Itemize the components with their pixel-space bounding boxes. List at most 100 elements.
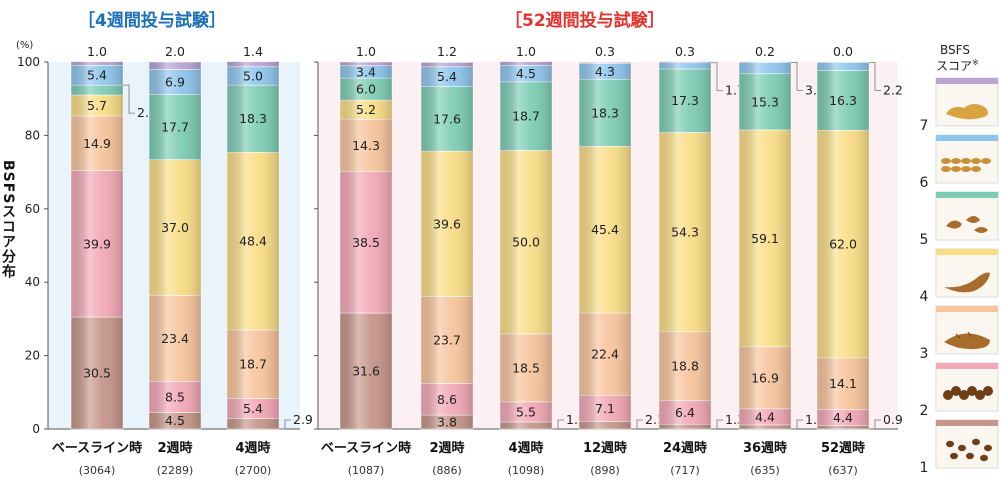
legend-score-number: 2 bbox=[920, 403, 929, 419]
bar-4week-3: 2.9 5.4 18.7 48.4 18.3 5.0 1.4 4週時 (2700) bbox=[226, 44, 313, 477]
x-category-label: 4週時 bbox=[508, 440, 543, 456]
legend-item-score-4: 4 bbox=[920, 248, 999, 305]
callout-leader bbox=[869, 61, 881, 91]
stool-lumpy-sausage-icon bbox=[943, 386, 993, 400]
value-label-score-3: 14.9 bbox=[83, 136, 111, 151]
x-sample-size-label: (886) bbox=[432, 464, 462, 477]
legend-color-bar bbox=[936, 135, 998, 141]
legend-color-bar bbox=[936, 249, 998, 255]
value-label-score-4: 59.1 bbox=[751, 231, 779, 246]
legend-item-score-7: 7 bbox=[920, 77, 999, 134]
callout-leader bbox=[631, 419, 643, 430]
y-axis-title: BSFSスコア分布 bbox=[0, 160, 16, 280]
value-label-score-3: 18.8 bbox=[671, 359, 699, 374]
x-sample-size-label: (2700) bbox=[235, 464, 272, 477]
value-label-score-6: 5.4 bbox=[437, 69, 457, 84]
stool-hard-lumps-icon bbox=[946, 438, 992, 462]
value-label-score-3: 16.9 bbox=[751, 370, 779, 385]
value-label-score-5: 15.3 bbox=[751, 94, 779, 109]
value-label-score-7: 0.2 bbox=[755, 44, 775, 59]
legend-item-score-3: 3 bbox=[920, 305, 999, 362]
value-label-score-4: 50.0 bbox=[512, 235, 540, 250]
x-category-label: ベースライン時 bbox=[52, 440, 142, 456]
bar-shading bbox=[500, 61, 552, 430]
legend-color-bar bbox=[936, 306, 998, 312]
value-label-score-2: 6.4 bbox=[675, 405, 695, 420]
value-label-score-3: 14.1 bbox=[829, 376, 857, 391]
value-label-score-7: 1.4 bbox=[243, 44, 263, 59]
value-label-score-2: 5.4 bbox=[243, 401, 263, 416]
value-label-score-1: 0.9 bbox=[883, 412, 903, 427]
value-label-score-2: 8.6 bbox=[437, 392, 457, 407]
y-tick-label: 100 bbox=[17, 55, 40, 69]
legend-title-text: スコア bbox=[936, 59, 972, 73]
value-label-score-3: 14.3 bbox=[352, 138, 380, 153]
stool-watery-icon bbox=[946, 104, 988, 120]
bar-shading bbox=[227, 61, 279, 430]
value-label-score-4: 62.0 bbox=[829, 237, 857, 252]
value-label-score-1: 30.5 bbox=[83, 366, 111, 381]
legend-color-bar bbox=[936, 192, 998, 198]
value-label-score-6: 6.9 bbox=[165, 75, 185, 90]
x-category-label: 2週時 bbox=[157, 440, 192, 456]
stool-mushy-icon bbox=[941, 158, 991, 172]
value-label-score-4: 54.3 bbox=[671, 225, 699, 240]
callout-leader bbox=[279, 419, 291, 430]
value-label-score-3: 18.5 bbox=[512, 360, 540, 375]
value-label-score-2: 8.5 bbox=[165, 389, 185, 404]
legend-score-number: 3 bbox=[920, 346, 929, 362]
bar-shading bbox=[71, 61, 123, 430]
x-sample-size-label: (898) bbox=[590, 464, 620, 477]
value-label-score-7: 1.2 bbox=[437, 44, 457, 59]
x-category-label: 4週時 bbox=[235, 440, 270, 456]
y-tick-label: 80 bbox=[25, 128, 40, 142]
title-4week: ［4週間投与試験］ bbox=[78, 10, 226, 31]
callout-leader bbox=[711, 62, 723, 92]
x-sample-size-label: (635) bbox=[750, 464, 780, 477]
legend-color-bar bbox=[936, 420, 998, 426]
value-label-score-5: 17.7 bbox=[161, 120, 189, 135]
y-tick-label: 0 bbox=[32, 422, 40, 436]
value-label-score-7: 1.0 bbox=[87, 44, 107, 59]
value-label-score-5: 18.3 bbox=[239, 111, 267, 126]
x-category-label: ベースライン時 bbox=[321, 440, 411, 456]
value-label-score-4: 37.0 bbox=[161, 220, 189, 235]
bar-shading bbox=[421, 62, 473, 429]
value-label-score-6: 4.5 bbox=[516, 66, 536, 81]
y-tick-label: 60 bbox=[25, 202, 40, 216]
bar-shading bbox=[659, 61, 711, 430]
x-sample-size-label: (1087) bbox=[348, 464, 385, 477]
x-sample-size-label: (3064) bbox=[79, 464, 116, 477]
value-label-score-7: 0.0 bbox=[833, 44, 853, 59]
value-label-score-3: 18.7 bbox=[239, 357, 267, 372]
value-label-score-1: 2.9 bbox=[293, 412, 313, 427]
bar-52week-1: 31.6 38.5 14.3 5.2 6.0 3.4 1.0 ベースライン時 (1087) bbox=[321, 44, 411, 477]
title-52week: ［52週間投与試験］ bbox=[505, 10, 665, 31]
callout-leader bbox=[791, 419, 803, 430]
value-label-score-5: 17.6 bbox=[433, 111, 461, 126]
callout-leader bbox=[791, 61, 803, 91]
bar-shading bbox=[739, 61, 791, 430]
x-category-label: 24週時 bbox=[663, 440, 707, 456]
stool-soft-blobs-icon bbox=[946, 216, 988, 233]
value-label-score-3: 23.4 bbox=[161, 331, 189, 346]
value-label-score-2: 4.4 bbox=[755, 409, 775, 424]
x-sample-size-label: (1098) bbox=[508, 464, 545, 477]
bar-shading bbox=[579, 62, 631, 429]
stool-smooth-sausage-icon bbox=[944, 272, 990, 293]
value-label-score-1: 4.5 bbox=[165, 413, 185, 428]
callout-leader bbox=[552, 419, 564, 430]
legend-item-score-6: 6 bbox=[920, 134, 999, 191]
value-label-score-6: 5.0 bbox=[243, 68, 263, 83]
legend-title-line1: BSFS bbox=[940, 43, 970, 57]
value-label-score-3: 23.7 bbox=[433, 333, 461, 348]
value-label-score-7: 2.0 bbox=[165, 44, 185, 59]
y-tick-label: 20 bbox=[25, 349, 40, 363]
bar-4week-2: 4.5 8.5 23.4 37.0 17.7 6.9 2.0 2週時 (2289) bbox=[148, 44, 202, 477]
